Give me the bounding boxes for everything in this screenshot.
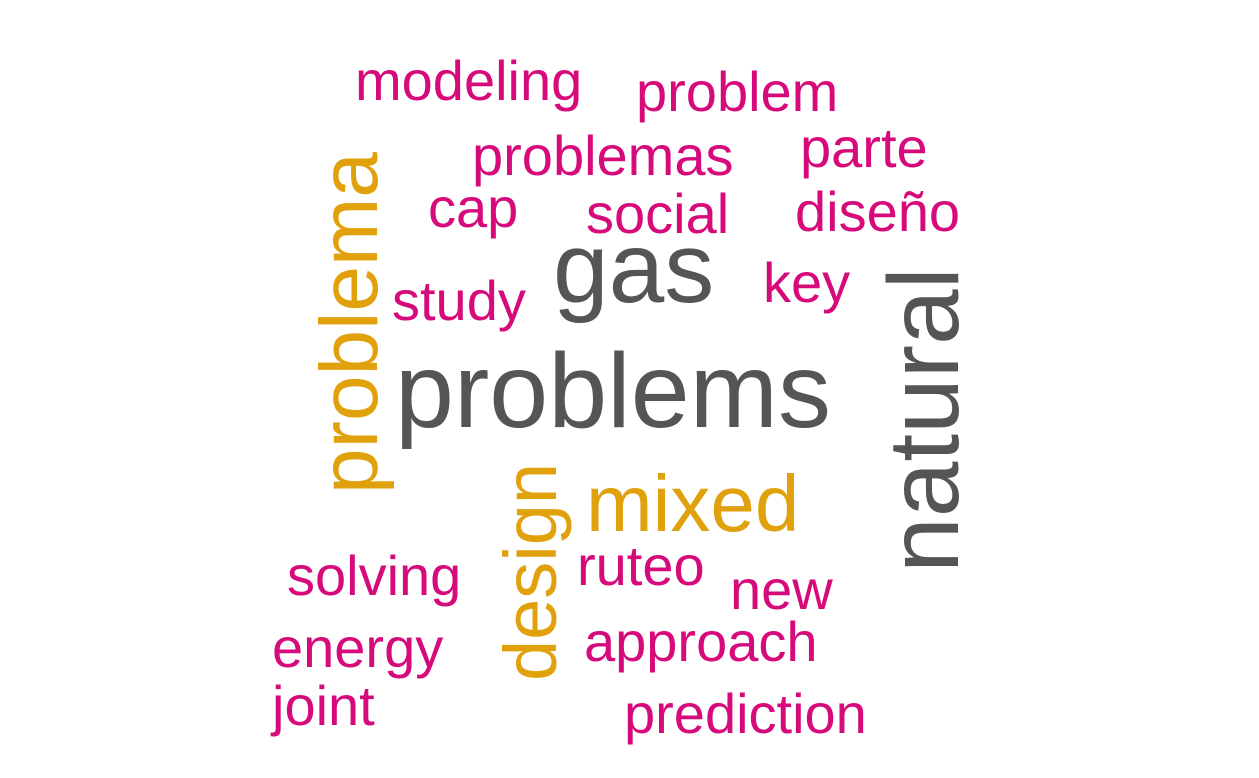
word-problems: problems — [395, 332, 831, 450]
word-mixed: mixed — [586, 459, 800, 548]
word-joint: joint — [272, 674, 375, 737]
word-problemas: problemas — [472, 124, 734, 187]
word-new: new — [730, 558, 833, 621]
word-prediction: prediction — [624, 682, 867, 745]
word-ruteo: ruteo — [577, 534, 705, 597]
word-study: study — [392, 269, 526, 332]
word-design: design — [489, 462, 572, 682]
word-problema: problema — [304, 152, 395, 494]
word-social: social — [586, 182, 730, 245]
word-diseno: diseño — [795, 180, 961, 243]
word-approach: approach — [584, 610, 818, 673]
word-cap: cap — [428, 176, 519, 239]
word-energy: energy — [272, 616, 444, 679]
word-solving: solving — [287, 544, 462, 607]
word-modeling: modeling — [355, 49, 583, 112]
word-problem: problem — [636, 60, 839, 123]
word-key: key — [763, 251, 851, 314]
word-natural: natural — [868, 267, 980, 573]
word-gas: gas — [553, 212, 715, 324]
word-parte: parte — [800, 116, 928, 179]
